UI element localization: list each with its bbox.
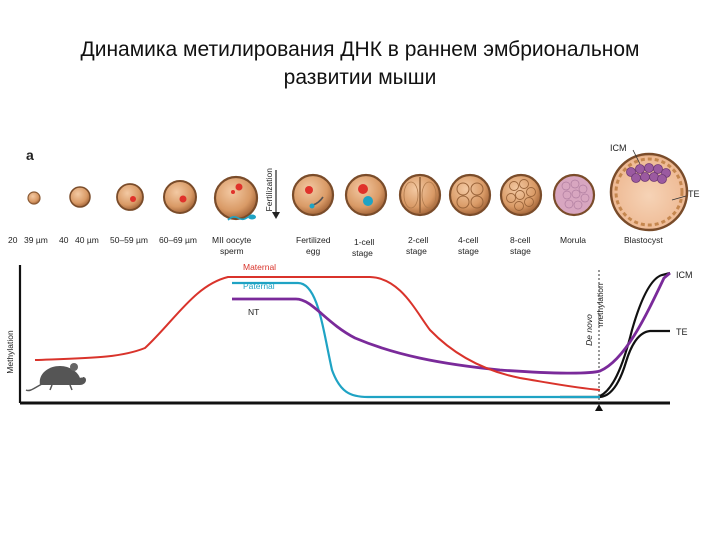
stage-size-40a: 40 (59, 235, 69, 245)
fertilization-marker: Fertilization (264, 168, 280, 219)
stage-mii-line1: MII oocyte (212, 235, 251, 245)
slide-title-line2: развитии мыши (283, 66, 437, 89)
slide-title: Динамика метилирования ДНК в раннем эмбр… (0, 36, 720, 92)
end-label-icm: ICM (676, 270, 693, 280)
stage-size-60-69: 60–69 µm (159, 235, 197, 245)
panel-letter: a (26, 147, 34, 163)
stage-4cell-line2: stage (458, 246, 479, 256)
stage-fertilized-line1: Fertilized (296, 235, 331, 245)
de-novo-marker: De novo methylation (584, 270, 605, 411)
methylation-curves (34, 271, 671, 399)
legend-maternal: Maternal (243, 262, 276, 272)
icm-pointer-line (632, 149, 641, 165)
stage-labels: 20 39 µm 40 40 µm 50–59 µm 60–69 µm MII … (8, 235, 663, 258)
end-label-te: TE (676, 327, 688, 337)
oocyte-50-59um (116, 183, 144, 211)
four-cell-embryo (448, 173, 492, 217)
stage-mii-line2: sperm (220, 246, 244, 256)
morula (552, 173, 596, 217)
stage-1cell-line2: stage (352, 248, 373, 258)
two-cell-embryo (398, 173, 442, 217)
y-axis-label: Methylation (5, 330, 15, 374)
stage-4cell-line1: 4-cell (458, 235, 478, 245)
icm-curve (599, 271, 671, 397)
de-novo-label-2: methylation (595, 283, 605, 327)
fertilization-label: Fertilization (264, 168, 274, 212)
stage-size-50-59: 50–59 µm (110, 235, 148, 245)
stage-cells (27, 149, 689, 232)
nt-curve (232, 271, 671, 375)
mii-oocyte-sperm (213, 175, 259, 221)
stage-2cell-line1: 2-cell (408, 235, 428, 245)
stage-size-40b: 40 µm (75, 235, 99, 245)
blastocyst (609, 149, 689, 232)
eight-cell-embryo (499, 173, 543, 217)
stage-2cell-line2: stage (406, 246, 427, 256)
oocyte-60-69um (163, 180, 197, 214)
maternal-curve (34, 276, 601, 391)
oocyte-20um (27, 191, 41, 205)
blastocyst-icm-label: ICM (610, 143, 627, 153)
stage-blastocyst: Blastocyst (624, 235, 663, 245)
te-curve (560, 329, 670, 399)
one-cell-embryo (344, 173, 388, 217)
stage-8cell-line2: stage (510, 246, 531, 256)
stage-fertilized-line2: egg (306, 246, 320, 256)
legend-paternal: Paternal (243, 281, 275, 291)
de-novo-label: De novo (584, 314, 594, 346)
stage-morula: Morula (560, 235, 586, 245)
paternal-curve (232, 281, 600, 399)
fertilized-egg (291, 173, 335, 217)
stage-1cell-line1: 1-cell (354, 237, 374, 247)
oocyte-40um (69, 186, 91, 208)
slide-title-line1: Динамика метилирования ДНК в раннем эмбр… (80, 38, 640, 61)
mouse-icon (25, 363, 86, 392)
te-pointer-line (671, 195, 687, 201)
plot-axes: Methylation (5, 265, 670, 405)
stage-size-39: 39 µm (24, 235, 48, 245)
stage-size-20: 20 (8, 235, 18, 245)
blastocyst-te-label: TE (688, 189, 700, 199)
stage-8cell-line1: 8-cell (510, 235, 530, 245)
legend-nt: NT (248, 307, 259, 317)
